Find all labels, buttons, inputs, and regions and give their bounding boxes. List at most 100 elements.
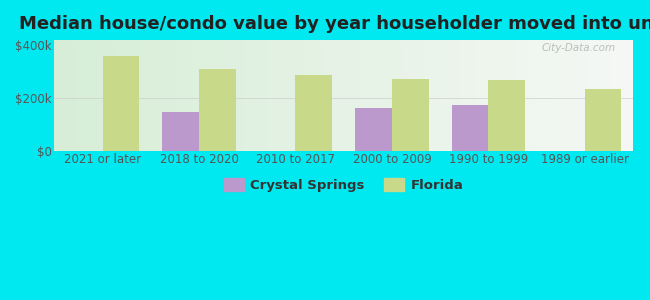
Bar	[257, 40, 263, 151]
Bar	[274, 40, 280, 151]
Bar	[315, 40, 320, 151]
Bar	[95, 40, 101, 151]
Bar	[320, 40, 326, 151]
Bar	[356, 108, 392, 151]
Bar	[436, 40, 442, 151]
Bar	[245, 40, 251, 151]
Bar	[298, 40, 303, 151]
Bar	[396, 40, 402, 151]
Bar	[176, 40, 182, 151]
Bar	[296, 75, 332, 151]
Bar	[280, 40, 286, 151]
Bar	[361, 40, 367, 151]
Bar	[471, 40, 476, 151]
Bar	[540, 40, 546, 151]
Bar	[558, 40, 564, 151]
Bar	[569, 40, 575, 151]
Bar	[488, 80, 525, 151]
Bar	[205, 40, 211, 151]
Bar	[187, 40, 193, 151]
Bar	[211, 40, 216, 151]
Bar	[147, 40, 153, 151]
Bar	[604, 40, 610, 151]
Bar	[465, 40, 471, 151]
Bar	[286, 40, 292, 151]
Text: City-Data.com: City-Data.com	[541, 44, 616, 53]
Bar	[193, 40, 199, 151]
Bar	[124, 40, 129, 151]
Bar	[452, 105, 488, 151]
Bar	[454, 40, 460, 151]
Bar	[372, 40, 378, 151]
Bar	[153, 40, 159, 151]
Bar	[413, 40, 419, 151]
Bar	[546, 40, 552, 151]
Bar	[627, 40, 633, 151]
Bar	[494, 40, 500, 151]
Bar	[263, 40, 268, 151]
Bar	[228, 40, 234, 151]
Bar	[135, 40, 141, 151]
Bar	[500, 40, 506, 151]
Bar	[517, 40, 523, 151]
Bar	[162, 112, 199, 151]
Bar	[367, 40, 372, 151]
Bar	[460, 40, 465, 151]
Bar	[506, 40, 512, 151]
Bar	[234, 40, 240, 151]
Bar	[476, 40, 482, 151]
Bar	[199, 40, 205, 151]
Bar	[552, 40, 558, 151]
Bar	[587, 40, 593, 151]
Bar	[482, 40, 488, 151]
Bar	[344, 40, 350, 151]
Bar	[408, 40, 413, 151]
Bar	[83, 40, 89, 151]
Bar	[430, 40, 436, 151]
Bar	[216, 40, 222, 151]
Bar	[55, 40, 60, 151]
Bar	[338, 40, 344, 151]
Bar	[112, 40, 118, 151]
Bar	[72, 40, 77, 151]
Bar	[129, 40, 135, 151]
Bar	[581, 40, 587, 151]
Bar	[564, 40, 569, 151]
Bar	[392, 79, 428, 151]
Bar	[488, 40, 494, 151]
Bar	[534, 40, 540, 151]
Bar	[598, 40, 604, 151]
Bar	[60, 40, 66, 151]
Bar	[170, 40, 176, 151]
Bar	[89, 40, 95, 151]
Bar	[610, 40, 616, 151]
Bar	[251, 40, 257, 151]
Bar	[268, 40, 274, 151]
Bar	[616, 40, 621, 151]
Bar	[424, 40, 430, 151]
Bar	[585, 89, 621, 151]
Bar	[292, 40, 298, 151]
Bar	[621, 40, 627, 151]
Bar	[384, 40, 390, 151]
Bar	[575, 40, 581, 151]
Bar	[326, 40, 332, 151]
Bar	[222, 40, 228, 151]
Bar	[309, 40, 315, 151]
Bar	[199, 69, 236, 151]
Bar	[442, 40, 448, 151]
Bar	[332, 40, 338, 151]
Bar	[593, 40, 598, 151]
Bar	[350, 40, 356, 151]
Bar	[390, 40, 396, 151]
Bar	[240, 40, 245, 151]
Bar	[182, 40, 187, 151]
Bar	[107, 40, 112, 151]
Bar	[378, 40, 384, 151]
Bar	[303, 40, 309, 151]
Bar	[101, 40, 107, 151]
Bar	[419, 40, 424, 151]
Bar	[402, 40, 408, 151]
Bar	[118, 40, 124, 151]
Bar	[66, 40, 72, 151]
